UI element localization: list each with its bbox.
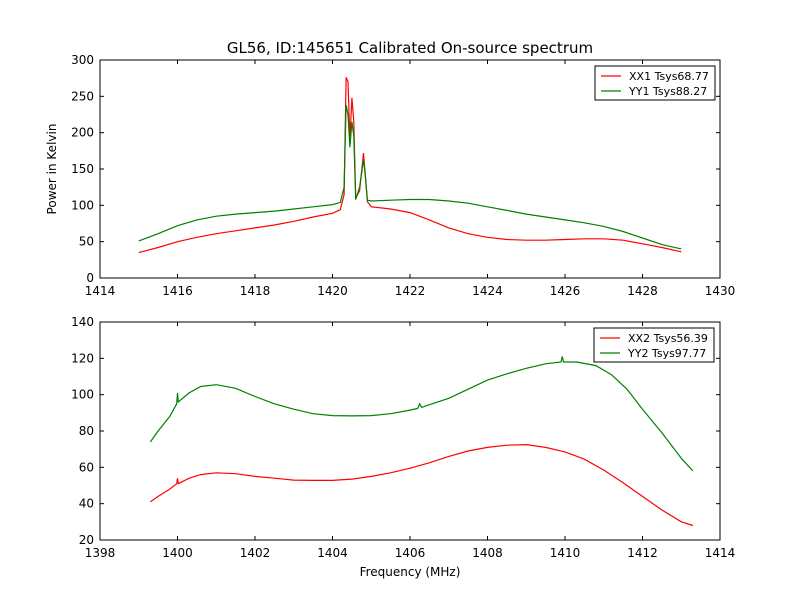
legend-label: XX2 Tsys56.39: [628, 332, 708, 345]
x-tick-label: 1416: [162, 284, 193, 298]
y-tick-label: 200: [71, 126, 94, 140]
y-tick-label: 0: [86, 271, 94, 285]
x-tick-label: 1414: [705, 546, 736, 560]
x-tick-label: 1418: [240, 284, 271, 298]
x-tick-label: 1422: [395, 284, 426, 298]
x-tick-label: 1402: [240, 546, 271, 560]
y-tick-label: 40: [79, 497, 94, 511]
x-tick-label: 1400: [162, 546, 193, 560]
x-tick-label: 1424: [472, 284, 503, 298]
legend: XX1 Tsys68.77 YY1 Tsys88.27: [594, 65, 716, 101]
chart-title: GL56, ID:145651 Calibrated On-source spe…: [227, 39, 593, 57]
x-tick-label: 1408: [472, 546, 503, 560]
legend-label: YY2 Tsys97.77: [627, 347, 706, 360]
y-tick-label: 80: [79, 424, 94, 438]
x-tick-label: 1414: [85, 284, 116, 298]
y-tick-label: 60: [79, 460, 94, 474]
x-tick-label: 1430: [705, 284, 736, 298]
y-tick-label: 20: [79, 533, 94, 547]
y-tick-label: 150: [71, 162, 94, 176]
x-tick-label: 1406: [395, 546, 426, 560]
x-tick-label: 1412: [627, 546, 658, 560]
x-tick-label: 1426: [550, 284, 581, 298]
legend-box: [593, 327, 715, 363]
y-tick-label: 100: [71, 198, 94, 212]
series-line-yy2: [149, 356, 694, 472]
x-tick-label: 1410: [550, 546, 581, 560]
x-tick-label: 1420: [317, 284, 348, 298]
bottom-plot-area: 1398 1400 1402 1404 1406 1408 1410 1412 1414 20 40…: [71, 315, 735, 560]
y-tick-label: 250: [71, 89, 94, 103]
y-tick-label: 100: [71, 388, 94, 402]
x-tick-label: 1404: [317, 546, 348, 560]
legend-label: YY1 Tsys88.27: [628, 85, 707, 98]
bottom-chart: Frequency (MHz) 1398 1400 1402 1404 1406 1408…: [71, 315, 735, 579]
series-line-xx2: [150, 443, 694, 527]
x-tick-label: 1398: [85, 546, 116, 560]
y-tick-label: 120: [71, 351, 94, 365]
y-axis-label: Power in Kelvin: [45, 124, 59, 215]
x-tick-label: 1428: [627, 284, 658, 298]
legend-label: XX1 Tsys68.77: [629, 70, 709, 83]
legend-box: [594, 65, 716, 101]
x-axis-label: Frequency (MHz): [360, 565, 461, 579]
series-line-yy1: [138, 104, 682, 250]
y-tick-label: 300: [71, 53, 94, 67]
legend: XX2 Tsys56.39 YY2 Tsys97.77: [593, 327, 715, 363]
y-tick-label: 140: [71, 315, 94, 329]
top-plot-area: 1414 1416 1418 1420 1422 1424 1426 1428 1430 0 50 1…: [71, 53, 735, 298]
y-tick-label: 50: [79, 235, 94, 249]
top-chart: GL56, ID:145651 Calibrated On-source spe…: [45, 39, 735, 298]
